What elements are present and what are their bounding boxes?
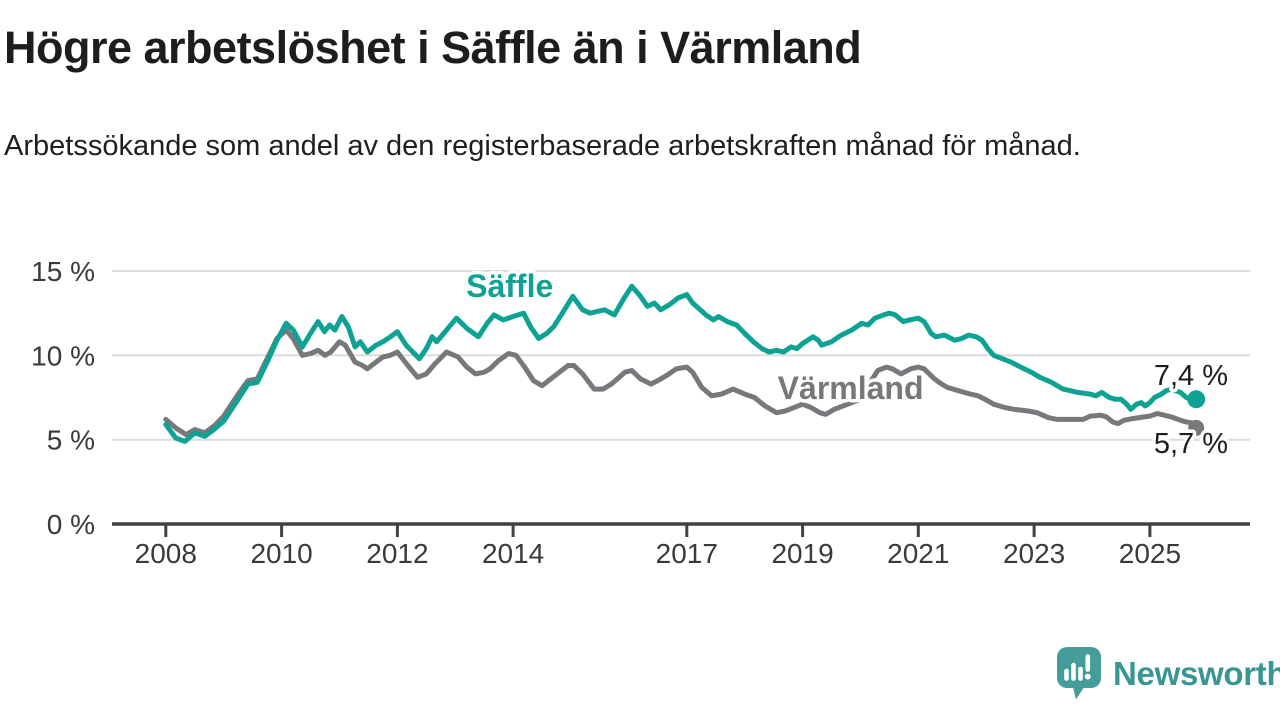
chart-subtitle: Arbetssökande som andel av den registerb… (4, 130, 1081, 162)
x-tick-label: 2010 (250, 538, 312, 569)
series-line-värmland (163, 327, 1199, 438)
series-end-dot-värmland (1188, 419, 1205, 436)
x-tick-label: 2012 (366, 538, 428, 569)
series-end-dot-säffle (1187, 390, 1206, 409)
y-tick-label: 10 % (31, 340, 95, 371)
newsworthy-speech-bubble-bar-chart-icon (1057, 647, 1101, 700)
exclamation-dot (1084, 673, 1091, 680)
series-label-värmland: Värmland (778, 370, 924, 406)
x-tick-label: 2025 (1119, 538, 1181, 569)
x-tick-label: 2021 (887, 538, 949, 569)
x-tick-label: 2019 (771, 538, 833, 569)
x-tick-label: 2017 (656, 538, 718, 569)
series-line-säffle (163, 283, 1199, 444)
x-tick-label: 2014 (482, 538, 544, 569)
y-tick-label: 5 % (47, 425, 95, 456)
newsworthy-wordmark: Newsworthy (1113, 654, 1280, 692)
y-tick-label: 0 % (47, 509, 95, 540)
series-annotations: Värmland 5,7 % Säffle 7,4 % (463, 265, 1232, 464)
y-tick-label: 15 % (31, 256, 95, 287)
y-axis-tick-labels: 0 % 5 % 10 % 15 % (31, 256, 95, 540)
page-title: Högre arbetslöshet i Säffle än i Värmlan… (4, 22, 862, 73)
end-value-label-säffle: 7,4 % (1154, 360, 1228, 392)
bar-chart-glyph (1064, 654, 1091, 681)
x-axis-tick-labels: 2008 2010 2012 2014 2017 2019 2021 2023 2025 (135, 538, 1181, 569)
x-tick-label: 2008 (135, 538, 197, 569)
newsworthy-logo: Newsworthy (1056, 646, 1280, 701)
x-tick-label: 2023 (1003, 538, 1065, 569)
series-label-säffle: Säffle (466, 268, 553, 304)
data-series (163, 283, 1206, 444)
x-axis (112, 522, 1250, 537)
end-value-label-värmland: 5,7 % (1154, 428, 1228, 460)
